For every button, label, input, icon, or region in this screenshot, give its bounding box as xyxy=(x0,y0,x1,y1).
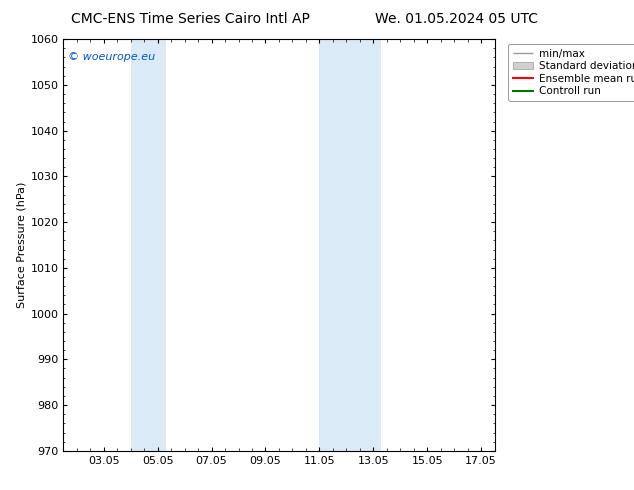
Text: CMC-ENS Time Series Cairo Intl AP: CMC-ENS Time Series Cairo Intl AP xyxy=(71,12,309,26)
Bar xyxy=(320,39,382,451)
Bar xyxy=(131,39,166,451)
Text: © woeurope.eu: © woeurope.eu xyxy=(68,51,155,62)
Y-axis label: Surface Pressure (hPa): Surface Pressure (hPa) xyxy=(16,182,26,308)
Text: We. 01.05.2024 05 UTC: We. 01.05.2024 05 UTC xyxy=(375,12,538,26)
Legend: min/max, Standard deviation, Ensemble mean run, Controll run: min/max, Standard deviation, Ensemble me… xyxy=(508,45,634,100)
